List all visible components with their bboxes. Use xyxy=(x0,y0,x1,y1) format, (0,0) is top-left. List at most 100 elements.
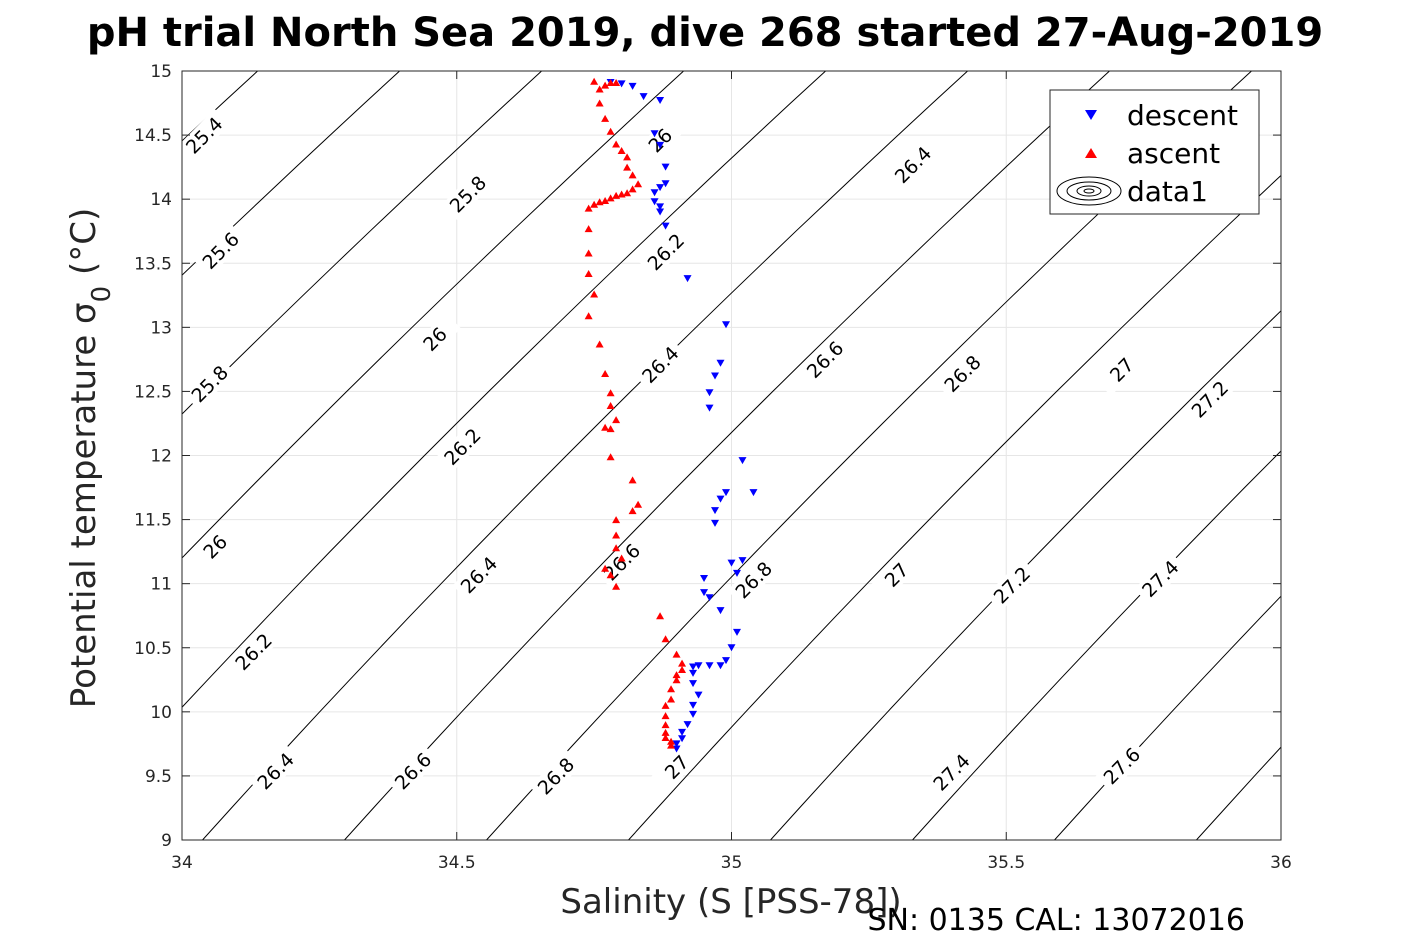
descent-point xyxy=(705,594,714,602)
contour-label-bg xyxy=(650,740,703,794)
x-axis-label: Salinity (S [PSS-78]) xyxy=(560,882,901,922)
ascent-point xyxy=(617,146,626,154)
descent-point xyxy=(716,359,725,367)
y-tick-label: 10 xyxy=(150,703,172,723)
ascent-point xyxy=(595,85,604,93)
ascent-point xyxy=(612,531,621,539)
descent-point xyxy=(689,680,698,688)
descent-point xyxy=(722,489,731,497)
y-tick-label: 13.5 xyxy=(134,254,172,274)
descent-point xyxy=(656,203,665,211)
contour-label-bg xyxy=(436,420,489,473)
legend-ascent-label: ascent xyxy=(1127,137,1220,170)
y-tick-label: 11 xyxy=(150,575,172,595)
x-tick-label: 34.5 xyxy=(438,853,476,873)
ascent-point xyxy=(590,77,599,85)
ascent-point xyxy=(606,453,615,461)
contour-label-bg xyxy=(798,333,852,386)
ascent-point xyxy=(612,582,621,590)
isopycnal-line xyxy=(202,71,968,840)
contour-label-bg xyxy=(529,749,582,803)
x-tick-label: 36 xyxy=(1270,853,1292,873)
ascent-point xyxy=(612,416,621,424)
ascent-point xyxy=(634,500,643,508)
descent-point xyxy=(656,96,665,104)
x-tick-label: 34 xyxy=(171,853,193,873)
legend-ascent-marker xyxy=(1085,148,1097,158)
descent-point xyxy=(639,93,648,101)
descent-point xyxy=(672,740,681,748)
ascent-point xyxy=(601,196,610,204)
ascent-point xyxy=(667,685,676,693)
descent-point xyxy=(738,457,747,465)
descent-point xyxy=(689,710,698,718)
descent-point xyxy=(732,569,741,577)
ascent-point xyxy=(617,554,626,562)
ascent-point xyxy=(606,571,615,579)
descent-point xyxy=(705,404,714,412)
descent-point xyxy=(650,198,659,206)
y-tick-label: 13 xyxy=(150,318,172,338)
ascent-point xyxy=(590,290,599,298)
ascent-point xyxy=(678,666,687,674)
descent-point xyxy=(711,372,720,380)
y-tick-label: 12 xyxy=(150,447,172,467)
contour-label-bg xyxy=(441,167,494,221)
legend: descent ascent data1 xyxy=(1049,89,1260,215)
descent-point xyxy=(661,180,670,188)
isopycnal-line xyxy=(1054,595,1281,840)
ascent-point xyxy=(661,733,670,741)
y-axis-label-main: Potential temperature σ xyxy=(64,302,104,708)
ascent-point xyxy=(656,612,665,620)
descent-point xyxy=(705,389,714,397)
ascent-point xyxy=(667,741,676,749)
descent-point xyxy=(689,701,698,709)
ascent-point xyxy=(672,676,681,684)
descent-point xyxy=(716,495,725,503)
isopycnal-line xyxy=(344,71,1110,840)
ascent-point xyxy=(601,564,610,572)
contour-label-bg xyxy=(633,114,687,167)
isopycnal-line xyxy=(182,71,826,708)
ascent-point xyxy=(606,79,615,87)
y-axis-label-subscript: 0 xyxy=(87,286,117,303)
y-tick-label: 12.5 xyxy=(134,382,172,402)
ascent-point xyxy=(661,635,670,643)
ascent-point xyxy=(601,81,610,89)
x-tick-label: 35.5 xyxy=(987,853,1025,873)
ascent-point xyxy=(661,728,670,736)
contour-label-bg xyxy=(1183,372,1236,426)
ascent-point xyxy=(606,127,615,135)
ascent-point xyxy=(612,516,621,524)
y-axis-label-unit: (°C) xyxy=(64,208,104,286)
ascent-point xyxy=(667,695,676,703)
contour-label-bg xyxy=(188,520,242,573)
y-tick-label: 9 xyxy=(161,831,172,851)
ascent-point xyxy=(672,650,681,658)
descent-point xyxy=(689,669,698,677)
contour-label-bg xyxy=(936,347,989,400)
descent-point xyxy=(700,575,709,583)
y-tick-label: 14 xyxy=(150,190,172,210)
ascent-point xyxy=(584,312,593,320)
contour-label-bg xyxy=(727,553,780,606)
ascent-point xyxy=(623,163,632,171)
descent-point xyxy=(672,745,681,753)
ascent-point xyxy=(595,99,604,107)
contour-label-bg xyxy=(1133,552,1187,605)
x-tick-label: 35 xyxy=(721,853,743,873)
data-markers xyxy=(584,77,758,753)
descent-point xyxy=(678,735,687,743)
isopycnal-line xyxy=(182,71,400,276)
isopycnal-line xyxy=(770,310,1281,840)
y-axis-label: Potential temperature σ0 (°C) xyxy=(64,208,117,708)
descent-point xyxy=(727,559,736,567)
descent-point xyxy=(711,507,720,515)
descent-point xyxy=(716,662,725,670)
descent-point xyxy=(722,657,731,665)
descent-point xyxy=(716,607,725,615)
descent-point xyxy=(656,184,665,192)
ascent-point xyxy=(623,189,632,197)
descent-point xyxy=(738,557,747,565)
